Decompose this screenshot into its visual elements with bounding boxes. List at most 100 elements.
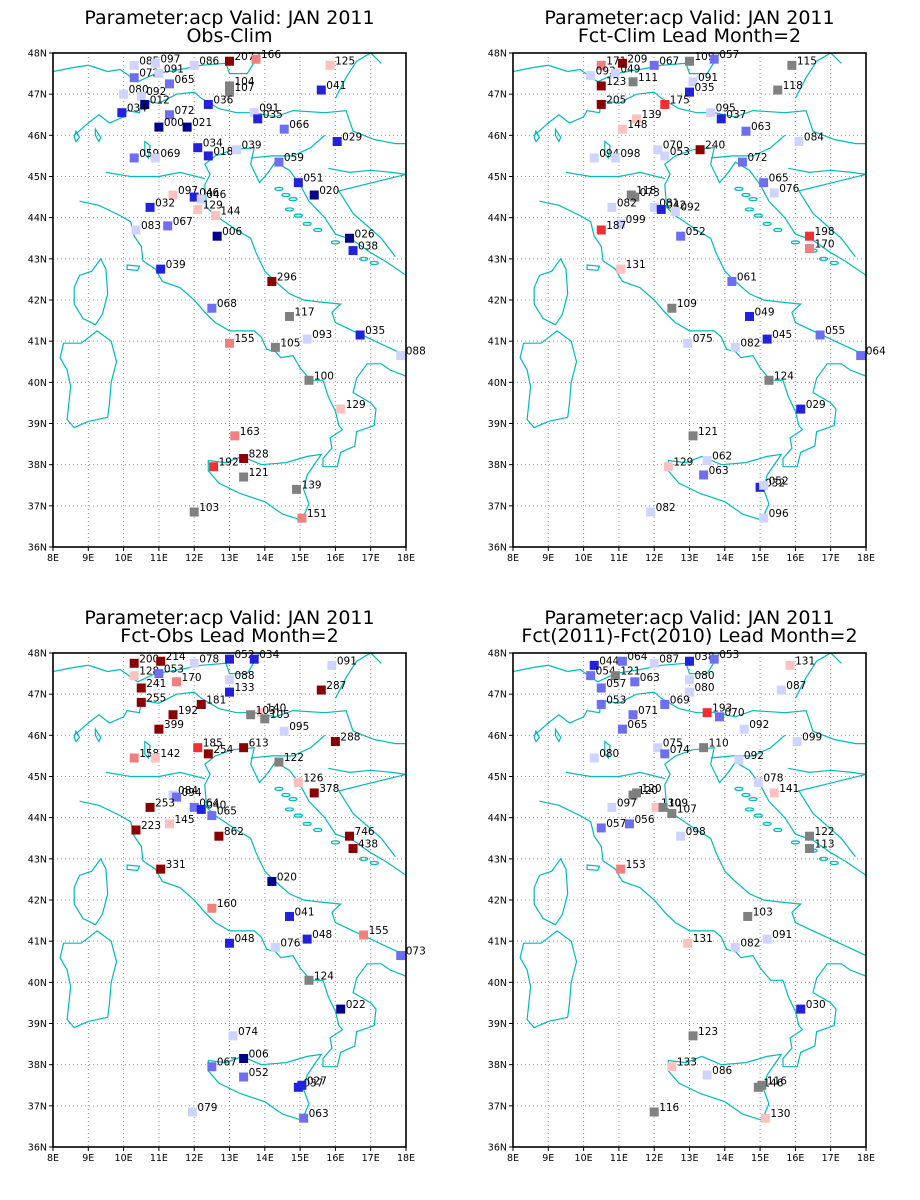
axis-ticks: 8E 9E 10E 11E 12E 13E 14E 15E 16E 17E 18E 36N 37N 38N… — [28, 649, 415, 1165]
station-marker — [260, 714, 270, 724]
station-value: 192 — [178, 705, 198, 717]
station-value: 055 — [825, 325, 845, 337]
station-marker — [716, 114, 726, 124]
station-value: 109 — [668, 797, 688, 809]
station-value: 091 — [698, 72, 718, 84]
lat-tick-label: 40N — [28, 378, 47, 389]
station-value: 209 — [627, 53, 647, 65]
station-value: 139 — [302, 479, 322, 491]
lat-tick-label: 39N — [488, 1019, 507, 1030]
lat-tick-label: 43N — [488, 854, 507, 865]
station-value: 064 — [866, 346, 886, 358]
station-marker — [685, 87, 694, 97]
station-value: 131 — [626, 259, 646, 271]
lon-tick-label: 9E — [82, 1153, 94, 1164]
lat-tick-label: 42N — [28, 296, 47, 307]
lon-tick-label: 8E — [507, 553, 519, 564]
station-marker — [249, 654, 259, 664]
station-value: 021 — [192, 117, 212, 129]
station-marker — [702, 456, 712, 466]
lat-tick-label: 45N — [488, 772, 507, 783]
station-marker — [670, 206, 680, 216]
station-value: 065 — [627, 719, 647, 731]
station-marker — [348, 246, 358, 256]
station-value: 287 — [326, 680, 346, 692]
axis-ticks: 8E 9E 10E 11E 12E 13E 14E 15E 16E 17E 18E 36N 37N 38N… — [488, 649, 875, 1165]
station-marker — [182, 122, 192, 132]
lat-tick-label: 45N — [28, 172, 47, 183]
station-value: 070 — [663, 140, 683, 152]
lon-tick-label: 10E — [575, 1153, 593, 1164]
station-value: 200 — [139, 653, 159, 665]
station-value: 059 — [284, 152, 304, 164]
station-value: 069 — [160, 148, 180, 160]
station-marker — [129, 658, 139, 668]
panel-title: Parameter:acp Valid: JAN 2011 — [84, 7, 374, 29]
lon-tick-label: 8E — [507, 1153, 519, 1164]
station-marker — [805, 231, 815, 241]
station-marker — [117, 108, 127, 118]
station-value: 026 — [355, 228, 375, 240]
lat-tick-label: 41N — [488, 337, 507, 348]
lat-tick-label: 40N — [488, 378, 507, 389]
station-value: 030 — [806, 999, 826, 1011]
station-value: 181 — [206, 694, 226, 706]
station-marker — [596, 60, 606, 70]
station-marker — [196, 699, 206, 709]
station-marker — [632, 114, 642, 124]
station-value: 082 — [617, 197, 637, 209]
lat-tick-label: 39N — [28, 419, 47, 430]
station-value: 080 — [599, 748, 619, 760]
station-marker — [785, 660, 795, 670]
station-value: 053 — [719, 649, 739, 661]
station-value: 205 — [606, 94, 626, 106]
station-marker — [193, 204, 203, 214]
station-marker — [156, 864, 166, 874]
station-value: 103 — [256, 705, 276, 717]
station-value: 125 — [335, 55, 355, 67]
lon-tick-label: 12E — [185, 553, 203, 564]
station-marker — [145, 802, 155, 812]
station-marker — [129, 73, 139, 83]
station-value: 828 — [249, 448, 269, 460]
station-marker — [297, 513, 307, 523]
station-marker — [239, 472, 249, 482]
station-marker — [207, 303, 217, 313]
station-marker — [129, 753, 139, 763]
station-value: 193 — [712, 703, 732, 715]
station-value: 255 — [146, 692, 166, 704]
station-marker — [172, 677, 182, 687]
station-marker — [653, 743, 663, 753]
station-marker — [336, 404, 346, 414]
station-value: 091 — [337, 655, 357, 667]
station-value: 012 — [150, 94, 170, 106]
lon-tick-label: 14E — [256, 1153, 274, 1164]
coastline — [513, 653, 866, 1121]
coastline — [513, 53, 866, 521]
station-marker — [649, 60, 659, 70]
lon-tick-label: 17E — [822, 553, 840, 564]
station-marker — [297, 1080, 307, 1090]
station-marker — [131, 825, 141, 835]
station-marker — [632, 788, 642, 798]
station-marker — [279, 726, 289, 736]
station-value: 039 — [242, 140, 262, 152]
station-marker — [660, 99, 670, 109]
station-value: 123 — [606, 76, 626, 88]
station-marker — [715, 712, 725, 722]
lat-tick-label: 42N — [488, 296, 507, 307]
station-marker — [299, 1113, 309, 1123]
station-value: 613 — [249, 738, 269, 750]
station-value: 111 — [638, 72, 658, 84]
lon-tick-label: 10E — [115, 1153, 133, 1164]
station-value: 129 — [673, 457, 693, 469]
panel-title: Parameter:acp Valid: JAN 2011 — [544, 7, 834, 29]
lat-tick-label: 44N — [488, 813, 507, 824]
station-value: 000 — [164, 117, 184, 129]
station-value: 052 — [235, 649, 255, 661]
lon-tick-label: 16E — [326, 1153, 344, 1164]
station-marker — [239, 1053, 249, 1063]
station-marker — [293, 178, 303, 188]
station-value: 066 — [289, 119, 309, 131]
station-value: 124 — [774, 370, 794, 382]
